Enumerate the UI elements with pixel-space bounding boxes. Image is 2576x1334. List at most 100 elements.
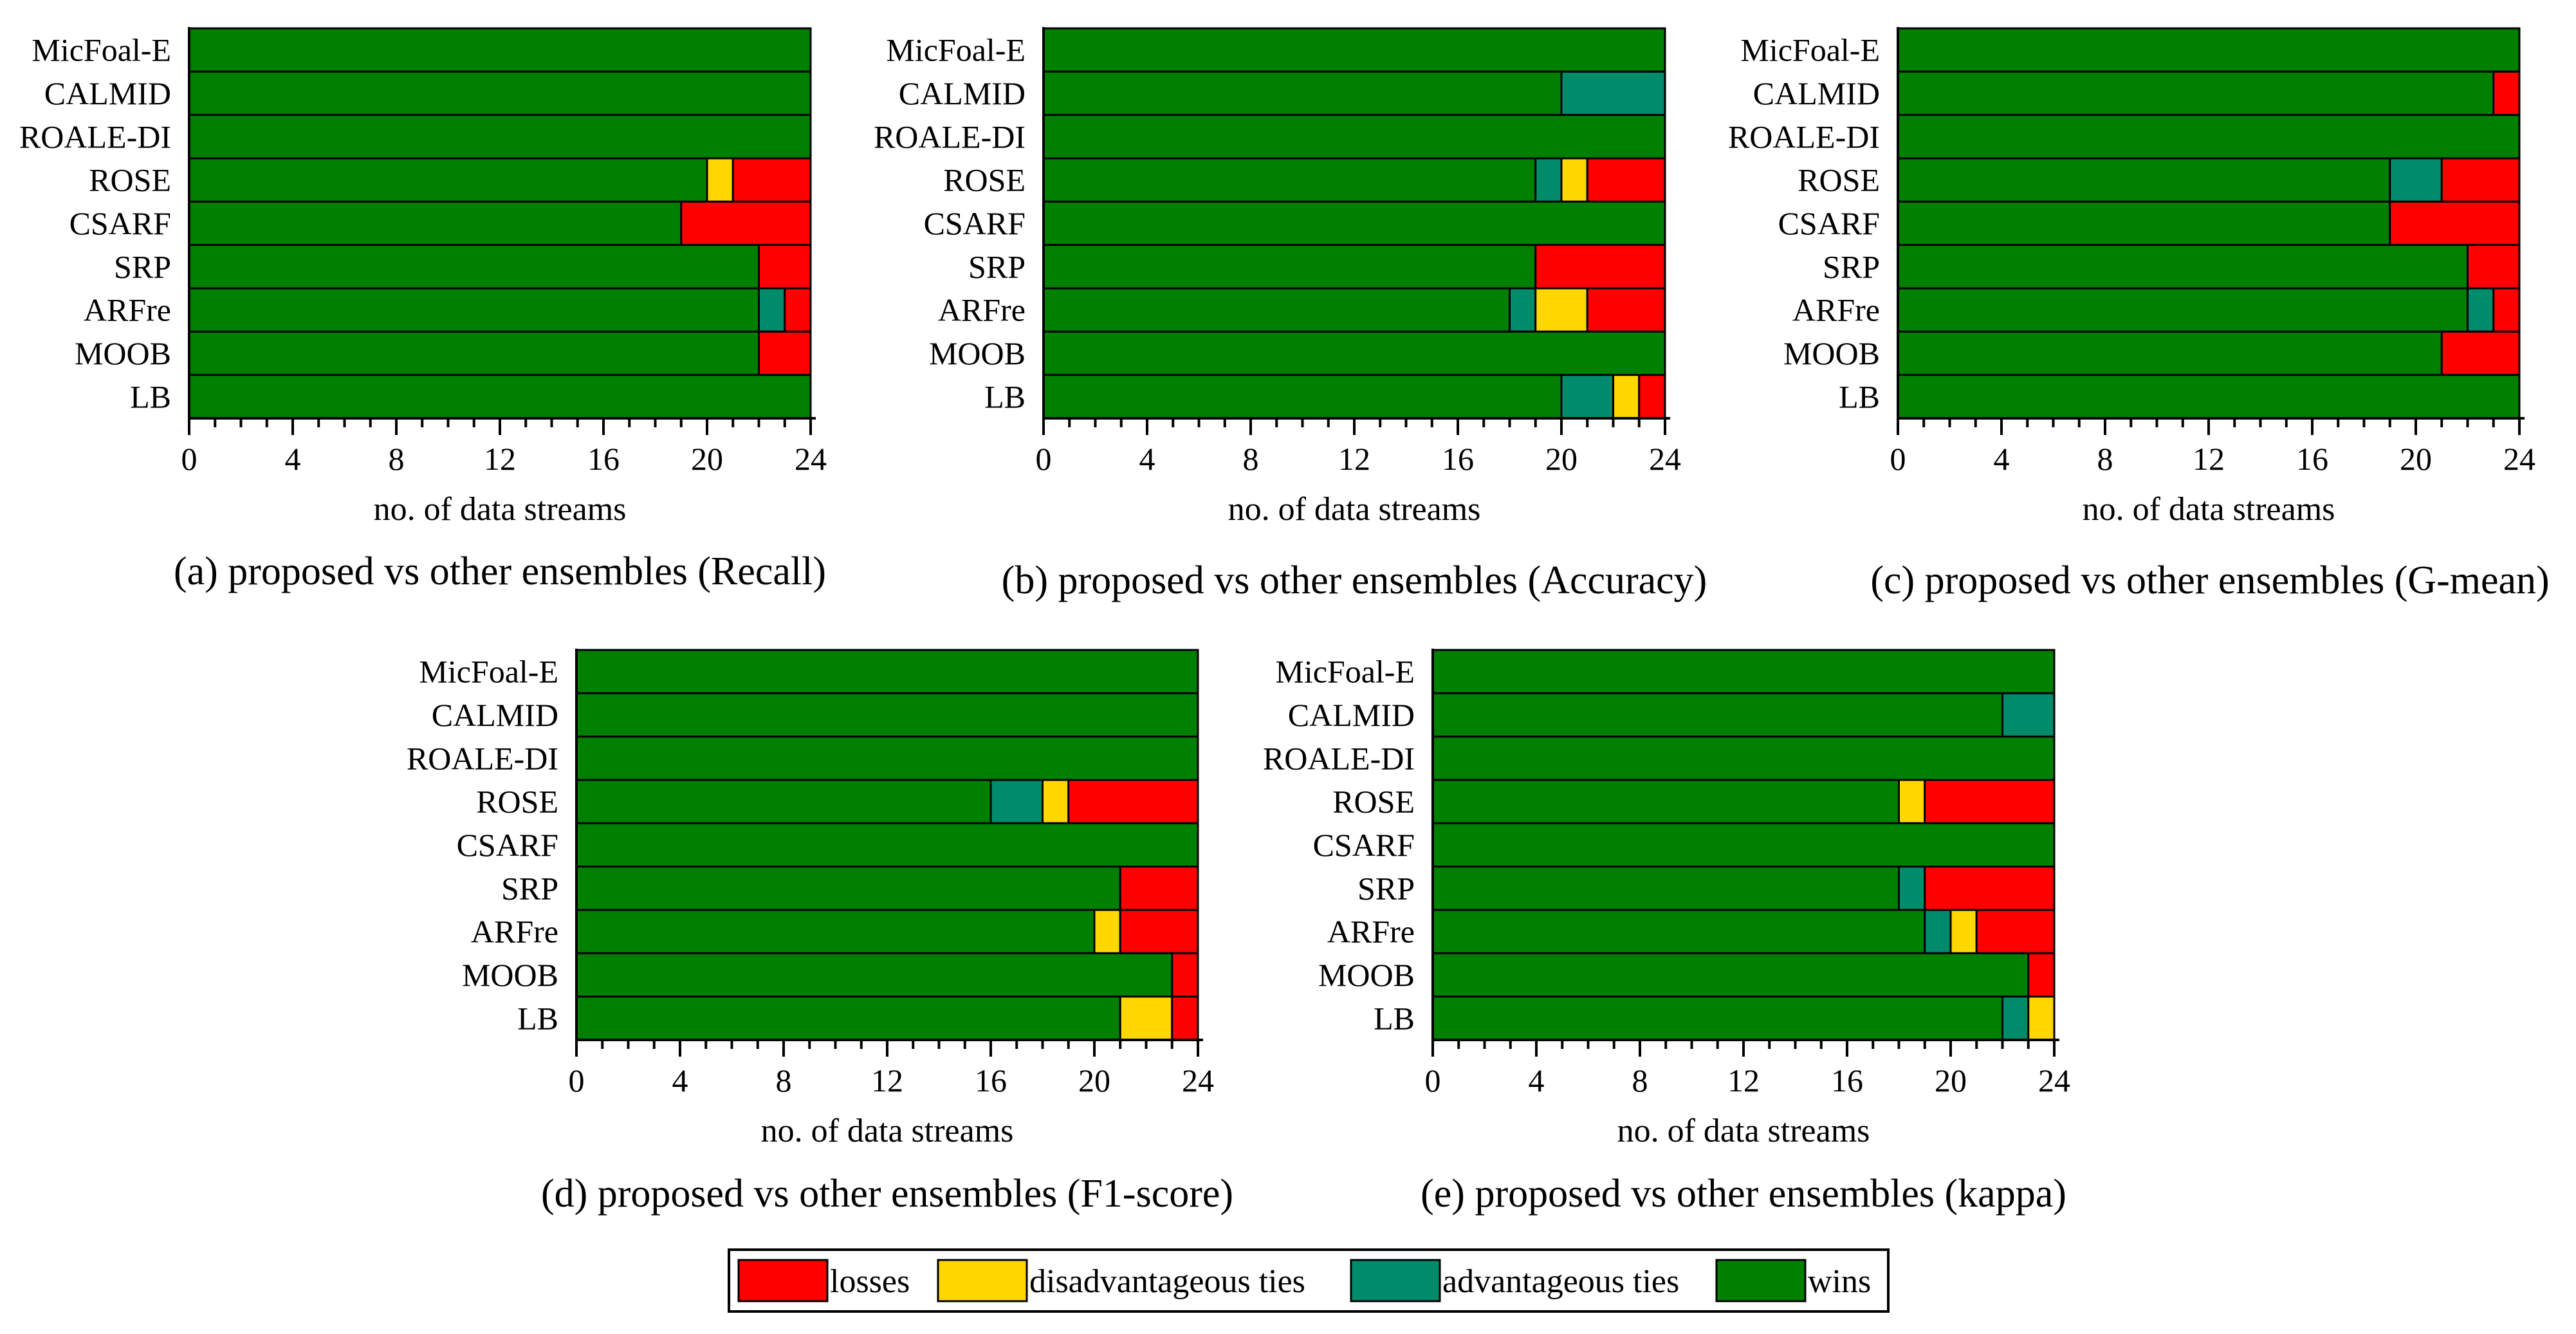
x-tick-label: 8: [2097, 441, 2113, 477]
y-tick-label: ARFre: [471, 914, 558, 950]
legend-label-disadvantageous-ties: disadvantageous ties: [1029, 1263, 1305, 1300]
bar-losses-moob: [2440, 330, 2521, 376]
x-tick-label: 4: [672, 1062, 688, 1098]
x-tick-label: 16: [587, 441, 620, 477]
bar-losses-moob: [758, 330, 812, 376]
bar-wins-roale-di: [1042, 114, 1666, 160]
bar-wins-srp: [1431, 866, 1900, 911]
y-tick-label: ROALE-DI: [407, 740, 558, 776]
x-tick-label: 4: [285, 441, 301, 477]
bar-wins-rose: [188, 157, 708, 203]
x-tick-label: 24: [2038, 1062, 2070, 1098]
x-tick-label: 8: [1632, 1062, 1648, 1098]
y-tick-label: SRP: [1823, 248, 1880, 284]
legend-frame: [728, 1248, 1890, 1313]
chart-panel-c: MicFoal-E CALMID ROALE-DI ROSE CSARF SRP ARFre…: [1728, 27, 2550, 602]
legend-label-wins: wins: [1808, 1263, 1871, 1300]
y-tick-label: MOOB: [75, 335, 171, 371]
x-tick-label: 8: [776, 1062, 792, 1098]
x-tick-label: 0: [1425, 1062, 1441, 1098]
bar-wins-csarf: [1431, 822, 2056, 868]
bar-wins-srp: [575, 866, 1121, 911]
bar-wins-srp: [188, 244, 760, 290]
x-tick-label: 12: [1338, 441, 1370, 477]
y-tick-label: ARFre: [1327, 914, 1415, 950]
bar-losses-srp: [1119, 866, 1199, 911]
legend: losses disadvantageous ties advantageous t…: [728, 1248, 1890, 1313]
bar-disadvantageous-ties-rose: [706, 157, 734, 203]
bar-disadvantageous-ties-arfre: [1949, 909, 1978, 954]
bar-losses-csarf: [680, 200, 812, 246]
bar-wins-micfoal-e: [1042, 27, 1666, 73]
legend-swatch-advantageous-ties: [1350, 1259, 1441, 1302]
y-tick-label: ARFre: [938, 292, 1026, 328]
bar-wins-rose: [575, 779, 992, 824]
legend-swatch-wins: [1715, 1259, 1807, 1302]
bar-losses-rose: [1067, 779, 1199, 824]
bar-disadvantageous-ties-rose: [1898, 779, 1926, 824]
x-tick-label: 20: [691, 441, 723, 477]
y-tick-label: SRP: [968, 248, 1026, 284]
bar-wins-arfre: [1042, 287, 1511, 333]
bar-advantageous-ties-arfre: [758, 287, 786, 333]
y-tick-label: MicFoal-E: [1740, 32, 1880, 68]
bar-wins-csarf: [1042, 200, 1666, 246]
bar-wins-lb: [575, 996, 1121, 1041]
bar-losses-calmid: [2492, 70, 2521, 116]
bar-losses-rose: [1586, 157, 1666, 203]
bar-losses-moob: [1171, 952, 1199, 998]
y-tick-label: ROALE-DI: [1728, 118, 1880, 154]
bar-wins-rose: [1431, 779, 1900, 824]
y-tick-label: ROSE: [943, 162, 1026, 198]
panel-caption: (d) proposed vs other ensembles (F1-scor…: [541, 1172, 1233, 1216]
bar-advantageous-ties-rose: [1534, 157, 1563, 203]
y-tick-label: CALMID: [432, 697, 558, 733]
y-tick-label: CALMID: [44, 75, 171, 111]
legend-swatch-losses: [737, 1259, 829, 1302]
bar-advantageous-ties-rose: [989, 779, 1044, 824]
bar-wins-moob: [1897, 330, 2443, 376]
bar-wins-micfoal-e: [1431, 649, 2056, 694]
y-tick-label: LB: [1839, 378, 1880, 414]
y-tick-label: ROSE: [476, 784, 558, 820]
bar-losses-rose: [2440, 157, 2521, 203]
y-tick-label: CSARF: [457, 827, 558, 863]
bar-wins-roale-di: [575, 736, 1199, 781]
bar-wins-moob: [1431, 952, 2030, 998]
chart-panel-d: MicFoal-E CALMID ROALE-DI ROSE CSARF SRP ARFre…: [407, 649, 1233, 1216]
x-tick-label: 20: [1545, 441, 1578, 477]
x-tick-label: 4: [1529, 1062, 1545, 1098]
x-tick-label: 16: [1831, 1062, 1863, 1098]
bar-disadvantageous-ties-arfre: [1534, 287, 1588, 333]
bar-losses-moob: [2027, 952, 2056, 998]
chart-panel-a: MicFoal-E CALMID ROALE-DI ROSE CSARF SRP ARFre…: [19, 27, 827, 593]
y-tick-label: ROALE-DI: [1263, 740, 1415, 776]
bar-advantageous-ties-lb: [2001, 996, 2030, 1041]
bar-wins-srp: [1042, 244, 1537, 290]
bar-losses-srp: [1534, 244, 1666, 290]
y-tick-label: ROSE: [1332, 784, 1415, 820]
bar-wins-micfoal-e: [575, 649, 1199, 694]
bar-losses-srp: [2467, 244, 2521, 290]
bar-losses-csarf: [2389, 200, 2521, 246]
bar-losses-lb: [1171, 996, 1199, 1041]
bar-advantageous-ties-arfre: [2467, 287, 2495, 333]
bar-wins-calmid: [575, 692, 1199, 738]
x-tick-label: 16: [2296, 441, 2328, 477]
y-tick-label: MicFoal-E: [886, 32, 1026, 68]
bar-losses-arfre: [784, 287, 812, 333]
bar-wins-roale-di: [1897, 114, 2521, 160]
y-tick-label: MicFoal-E: [419, 654, 558, 690]
bar-wins-arfre: [575, 909, 1096, 954]
bar-wins-lb: [1897, 374, 2521, 420]
bar-losses-arfre: [1119, 909, 1199, 954]
y-tick-label: MicFoal-E: [1275, 654, 1415, 690]
bar-advantageous-ties-calmid: [2001, 692, 2056, 738]
y-tick-label: ROSE: [1798, 162, 1880, 198]
bar-wins-lb: [1042, 374, 1563, 420]
x-tick-label: 20: [1935, 1062, 1967, 1098]
y-tick-label: ARFre: [84, 292, 171, 328]
bar-wins-micfoal-e: [1897, 27, 2521, 73]
bar-wins-lb: [188, 374, 812, 420]
